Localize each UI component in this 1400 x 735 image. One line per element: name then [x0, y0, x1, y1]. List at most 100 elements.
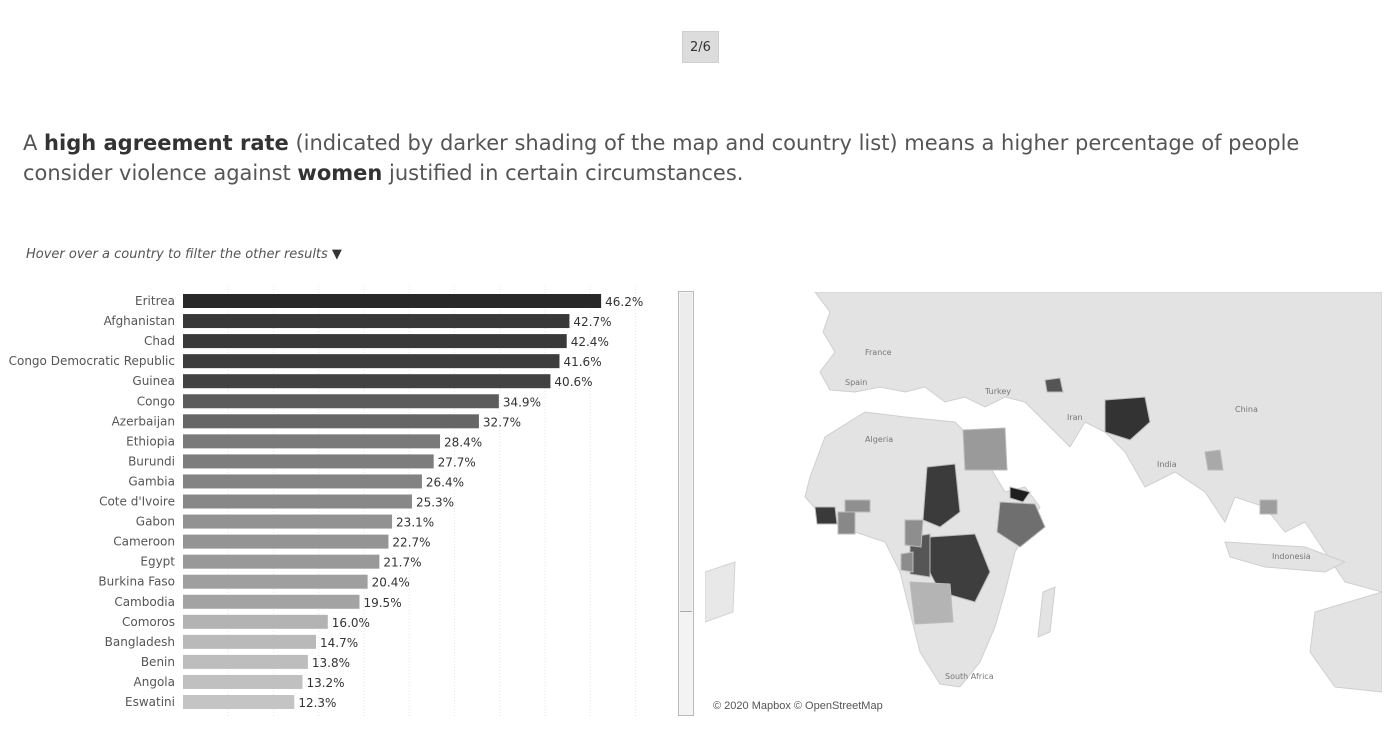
- category-label[interactable]: Cambodia: [114, 595, 175, 609]
- intro-part-2: (indicated by darker shading of the map …: [23, 131, 1300, 185]
- page-indicator[interactable]: 2/6: [682, 31, 719, 63]
- map-country-angola: [909, 581, 954, 625]
- category-label[interactable]: Afghanistan: [104, 314, 175, 328]
- bar[interactable]: [183, 454, 434, 469]
- map-country-afghanistan: [1104, 396, 1151, 441]
- bar[interactable]: [183, 654, 308, 669]
- map-country-egypt: [962, 427, 1008, 471]
- map-country-bangladesh: [1204, 449, 1224, 471]
- category-label[interactable]: Congo: [137, 394, 175, 408]
- value-label: 21.7%: [383, 556, 421, 570]
- bar[interactable]: [183, 514, 393, 529]
- category-label[interactable]: Angola: [134, 675, 175, 689]
- value-label: 42.4%: [571, 335, 609, 349]
- bar[interactable]: [183, 414, 479, 429]
- category-label[interactable]: Azerbaijan: [112, 414, 175, 428]
- map-country-gabon: [900, 551, 914, 573]
- category-label[interactable]: Ethiopia: [126, 434, 175, 448]
- bar[interactable]: [183, 614, 328, 629]
- map-land-australia: [1309, 591, 1382, 693]
- map-country-ethiopia: [996, 501, 1046, 548]
- value-label: 20.4%: [372, 576, 410, 590]
- triangle-down-icon[interactable]: ▼: [331, 247, 342, 262]
- map-label-indonesia: Indonesia: [1272, 552, 1311, 561]
- map-country-cameroon: [904, 519, 924, 548]
- hover-instruction: Hover over a country to filter the other…: [26, 247, 342, 262]
- category-label[interactable]: Egypt: [140, 555, 175, 569]
- intro-bold-1: high agreement rate: [44, 131, 289, 155]
- world-map-svg: France Spain Turkey Iran Algeria India C…: [705, 292, 1382, 693]
- value-label: 16.0%: [332, 616, 370, 630]
- category-label[interactable]: Gabon: [136, 515, 175, 529]
- map-label-spain: Spain: [845, 378, 867, 387]
- value-label: 13.8%: [312, 656, 350, 670]
- world-map[interactable]: France Spain Turkey Iran Algeria India C…: [705, 292, 1382, 717]
- map-country-cambodia: [1259, 499, 1278, 515]
- map-label-china: China: [1235, 405, 1258, 414]
- chart-scrollbar-thumb[interactable]: [680, 293, 692, 612]
- chart-scrollbar[interactable]: [678, 291, 694, 716]
- map-country-cote-divoire: [837, 511, 856, 535]
- bar[interactable]: [183, 594, 360, 609]
- category-label[interactable]: Eritrea: [135, 294, 175, 308]
- map-land-south-america: [705, 561, 736, 623]
- category-label[interactable]: Benin: [141, 655, 175, 669]
- value-label: 34.9%: [503, 395, 541, 409]
- map-land-indonesia: [1224, 541, 1347, 573]
- map-attribution[interactable]: © 2020 Mapbox © OpenStreetMap: [713, 700, 883, 712]
- value-label: 27.7%: [438, 455, 476, 469]
- map-country-azerbaijan: [1044, 377, 1064, 393]
- category-label[interactable]: Chad: [144, 334, 175, 348]
- bar[interactable]: [183, 294, 602, 308]
- category-label[interactable]: Bangladesh: [105, 635, 175, 649]
- value-label: 23.1%: [396, 516, 434, 530]
- map-label-algeria: Algeria: [865, 435, 893, 444]
- intro-bold-2: women: [297, 161, 383, 185]
- map-label-south-africa: South Africa: [945, 672, 994, 681]
- bar[interactable]: [183, 354, 560, 369]
- map-country-guinea: [814, 506, 838, 525]
- category-label[interactable]: Burundi: [128, 454, 175, 468]
- category-label[interactable]: Burkina Faso: [98, 575, 175, 589]
- category-label[interactable]: Guinea: [132, 374, 175, 388]
- value-label: 25.3%: [416, 496, 454, 510]
- map-country-eritrea: [1009, 486, 1031, 503]
- value-label: 13.2%: [306, 676, 344, 690]
- bar[interactable]: [183, 674, 303, 689]
- category-label[interactable]: Gambia: [128, 474, 175, 488]
- bar-chart-svg: Eritrea 46.2% Afghanistan 42.7% Chad 42.4% Con…: [9, 286, 643, 718]
- value-label: 19.5%: [363, 596, 401, 610]
- intro-part-3: justified in certain circumstances.: [382, 161, 744, 185]
- category-label[interactable]: Cote d'Ivoire: [99, 495, 175, 509]
- value-label: 26.4%: [426, 475, 464, 489]
- map-label-france: France: [865, 348, 892, 357]
- bar[interactable]: [183, 334, 567, 349]
- map-label-india: India: [1157, 460, 1177, 469]
- value-label: 32.7%: [483, 415, 521, 429]
- map-country-burkina-faso: [844, 499, 871, 513]
- bar[interactable]: [183, 314, 570, 329]
- bar[interactable]: [183, 494, 412, 509]
- value-label: 14.7%: [320, 636, 358, 650]
- value-label: 42.7%: [573, 315, 611, 329]
- category-label[interactable]: Eswatini: [125, 695, 175, 709]
- bar[interactable]: [183, 695, 295, 709]
- category-label[interactable]: Comoros: [122, 615, 175, 629]
- map-land-madagascar: [1037, 586, 1056, 638]
- category-label[interactable]: Cameroon: [113, 535, 175, 549]
- bar[interactable]: [183, 634, 317, 649]
- intro-part-1: A: [23, 131, 45, 155]
- map-country-chad: [922, 463, 961, 528]
- bar[interactable]: [183, 394, 499, 409]
- category-label[interactable]: Congo Democratic Republic: [9, 354, 175, 368]
- map-label-turkey: Turkey: [984, 387, 1011, 396]
- map-label-iran: Iran: [1067, 413, 1083, 422]
- bar[interactable]: [183, 474, 422, 489]
- bar[interactable]: [183, 374, 551, 389]
- bar[interactable]: [183, 554, 380, 569]
- value-label: 22.7%: [392, 536, 430, 550]
- bar[interactable]: [183, 534, 389, 549]
- bar[interactable]: [183, 574, 368, 589]
- bar[interactable]: [183, 434, 441, 449]
- hover-instruction-text: Hover over a country to filter the other…: [26, 247, 328, 262]
